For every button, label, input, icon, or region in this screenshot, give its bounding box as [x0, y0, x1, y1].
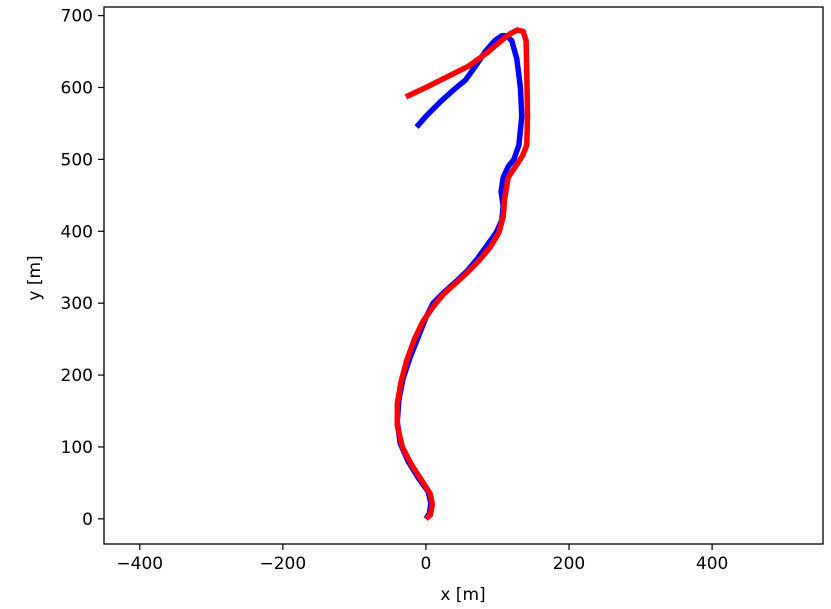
x-axis-label: x [m]: [440, 585, 485, 605]
series-line-1: [394, 27, 531, 521]
y-tick-label: 0: [82, 510, 93, 530]
series-layer: [394, 27, 531, 521]
y-tick-label: 100: [61, 438, 93, 458]
y-tick-label: 700: [61, 7, 93, 27]
y-tick-label: 500: [61, 150, 93, 170]
y-tick-label: 200: [61, 366, 93, 386]
x-tick-label: 200: [553, 554, 585, 574]
plot-frame: [103, 6, 824, 545]
x-axis-ticks: −400 −200 0 200 400: [116, 544, 728, 574]
y-axis-label: y [m]: [25, 255, 45, 300]
y-tick-label: 300: [61, 294, 93, 314]
y-tick-label: 400: [61, 222, 93, 242]
x-tick-label: 400: [696, 554, 728, 574]
y-axis-ticks: 0 100 200 300 400 500 600 700: [61, 7, 104, 530]
x-tick-label: −400: [116, 554, 163, 574]
x-tick-label: −200: [260, 554, 307, 574]
y-tick-label: 600: [61, 79, 93, 99]
x-tick-label: 0: [421, 554, 432, 574]
